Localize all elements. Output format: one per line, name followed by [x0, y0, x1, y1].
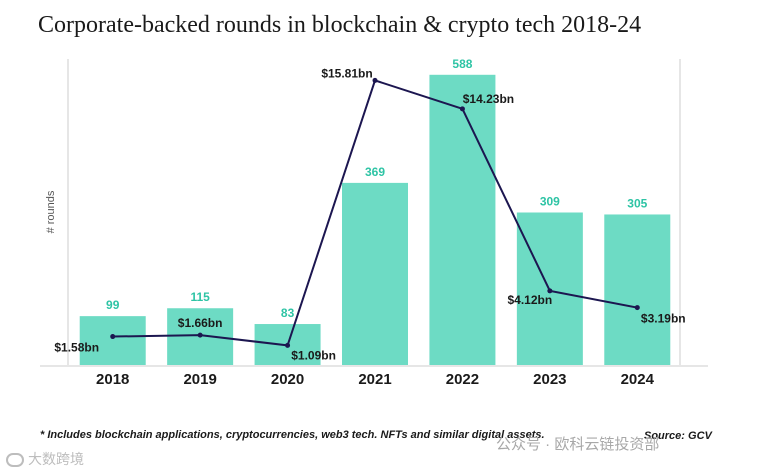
- value-label-2022: $14.23bn: [463, 92, 514, 106]
- bar-2018: [79, 316, 146, 365]
- value-label-2018: $1.58bn: [54, 341, 99, 355]
- chart-title: Corporate-backed rounds in blockchain & …: [38, 12, 642, 38]
- x-tick-2019: 2019: [183, 371, 216, 388]
- value-label-2024: $3.19bn: [641, 312, 686, 326]
- value-point-2021: [372, 77, 378, 83]
- bar-2024: [604, 214, 671, 365]
- value-label-2021: $15.81bn: [321, 66, 372, 80]
- x-tick-2022: 2022: [446, 371, 479, 388]
- value-point-2022: [459, 106, 465, 112]
- value-point-2024: [634, 305, 640, 311]
- x-tick-2024: 2024: [621, 371, 655, 388]
- x-tick-2021: 2021: [358, 371, 391, 388]
- value-point-2019: [197, 332, 203, 338]
- watermark-right: 公众号 · 欧科云链投资部: [496, 436, 660, 453]
- x-tick-2020: 2020: [271, 371, 304, 388]
- value-label-2023: $4.12bn: [508, 293, 553, 307]
- watermark-left-text: 大数跨境: [28, 451, 84, 467]
- bar-label-2024: 305: [627, 196, 647, 210]
- value-label-2020: $1.09bn: [291, 348, 336, 362]
- value-point-2020: [285, 342, 291, 348]
- x-tick-2018: 2018: [96, 371, 129, 388]
- bar-label-2022: 588: [452, 57, 472, 71]
- bar-2022: [429, 74, 496, 365]
- x-tick-2023: 2023: [533, 371, 566, 388]
- watermark-logo-icon: [6, 453, 24, 468]
- footnote: * Includes blockchain applications, cryp…: [40, 429, 545, 441]
- bar-label-2023: 309: [540, 194, 560, 208]
- value-point-2018: [110, 334, 116, 340]
- value-point-2023: [547, 288, 553, 294]
- bar-2021: [342, 182, 408, 365]
- bar-label-2020: 83: [281, 306, 295, 320]
- y-axis-label: # rounds: [45, 190, 57, 233]
- source-note: Source: GCV: [644, 430, 712, 442]
- value-label-2019: $1.66bn: [178, 316, 223, 330]
- bar-label-2021: 369: [365, 165, 385, 179]
- bar-label-2019: 115: [190, 290, 210, 304]
- watermark-left: 大数跨境: [6, 449, 84, 469]
- bar-label-2018: 99: [106, 298, 120, 312]
